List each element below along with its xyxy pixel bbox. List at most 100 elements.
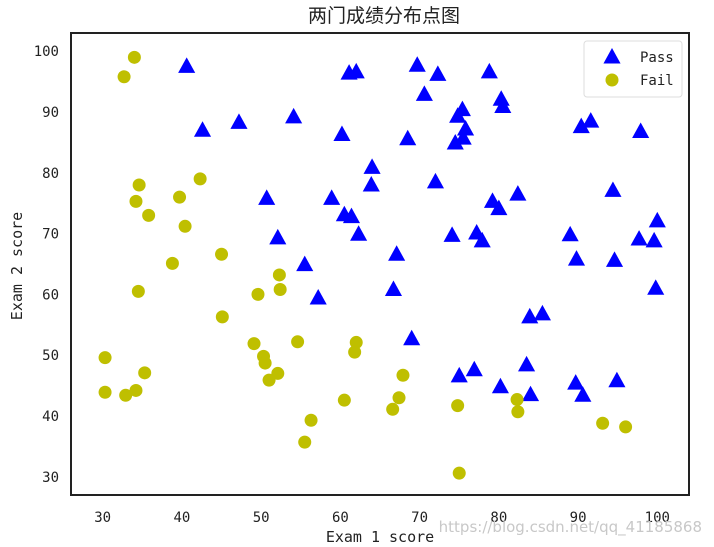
pass-triangle-marker (333, 125, 351, 141)
x-axis-label: Exam 1 score (326, 528, 434, 546)
legend-pass-marker (603, 48, 621, 64)
x-tick-label: 50 (253, 510, 270, 526)
pass-triangle-marker (363, 158, 381, 174)
fail-circle-marker (262, 373, 276, 387)
y-axis-ticks: 30 40 50 60 70 80 90 100 (34, 44, 59, 486)
pass-triangle-marker (521, 307, 539, 324)
fail-circle-marker (304, 413, 318, 427)
x-tick-label: 100 (645, 510, 670, 526)
pass-triangle-marker (494, 97, 512, 114)
pass-triangle-marker (384, 280, 403, 297)
pass-triangle-marker (429, 65, 447, 81)
pass-triangle-marker (491, 377, 509, 394)
pass-triangle-marker (465, 360, 483, 377)
fail-circle-marker (142, 208, 156, 222)
pass-triangle-marker (350, 225, 368, 241)
pass-triangle-marker (605, 251, 624, 267)
fail-circle-marker (178, 219, 192, 233)
pass-triangle-marker (561, 225, 579, 242)
pass-triangle-marker (521, 385, 540, 402)
fail-circle-marker (129, 194, 143, 208)
fail-circle-marker (511, 405, 525, 419)
data-points (98, 50, 666, 480)
fail-circle-marker (193, 172, 207, 186)
y-tick-label: 80 (42, 166, 59, 182)
x-tick-label: 90 (570, 510, 587, 526)
fail-circle-marker (247, 337, 261, 351)
fail-circle-marker (132, 178, 146, 192)
fail-circle-marker (298, 435, 312, 449)
pass-triangle-marker (258, 189, 276, 205)
y-tick-label: 70 (42, 227, 59, 243)
fail-circle-marker (173, 190, 187, 204)
y-tick-label: 50 (42, 348, 59, 364)
x-axis-ticks: 30 40 50 60 70 80 90 100 (94, 510, 670, 526)
x-tick-label: 70 (411, 510, 428, 526)
x-tick-label: 40 (173, 510, 190, 526)
pass-triangle-marker (408, 56, 426, 72)
pass-triangle-marker (309, 289, 327, 305)
pass-triangle-marker (608, 371, 626, 388)
fail-circle-marker (386, 402, 400, 416)
watermark-text: https://blog.csdn.net/qq_41185868 (439, 518, 702, 537)
pass-triangle-marker (567, 374, 585, 390)
fail-circle-marker (117, 70, 131, 84)
x-tick-label: 30 (94, 510, 111, 526)
fail-circle-marker (291, 335, 305, 349)
fail-circle-marker (258, 356, 272, 370)
fail-circle-marker (98, 351, 112, 365)
y-tick-label: 40 (42, 409, 59, 425)
fail-circle-marker (138, 366, 152, 380)
pass-triangle-marker (342, 207, 361, 224)
pass-triangle-marker (457, 120, 475, 136)
fail-circle-marker (273, 283, 287, 297)
pass-triangle-marker (480, 62, 498, 79)
y-tick-label: 30 (42, 470, 59, 486)
pass-triangle-marker (509, 185, 527, 201)
fail-circle-marker (619, 420, 633, 434)
fail-circle-marker (349, 335, 363, 349)
fail-circle-marker (127, 50, 141, 64)
pass-triangle-marker (572, 117, 590, 134)
pass-triangle-marker (399, 129, 417, 146)
fail-circle-marker (129, 383, 143, 397)
y-tick-label: 100 (34, 44, 59, 60)
fail-circle-marker (337, 393, 351, 407)
fail-circle-marker (348, 345, 362, 359)
fail-circle-marker (215, 310, 229, 324)
pass-triangle-marker (285, 107, 303, 124)
pass-triangle-marker (230, 113, 248, 129)
fail-circle-marker (452, 466, 466, 480)
pass-triangle-marker (645, 231, 663, 248)
chart-title: 两门成绩分布点图 (308, 5, 460, 27)
pass-triangle-marker (647, 279, 665, 295)
pass-triangle-marker (193, 121, 212, 137)
pass-triangle-marker (582, 112, 600, 128)
pass-triangle-marker (630, 230, 648, 246)
pass-triangle-marker (632, 122, 650, 138)
fail-circle-marker (272, 268, 286, 282)
pass-triangle-marker (362, 175, 380, 192)
fail-circle-marker (119, 388, 133, 402)
fail-circle-marker (392, 391, 406, 405)
fail-circle-marker (98, 385, 112, 399)
pass-triangle-marker (443, 226, 461, 242)
y-tick-label: 90 (42, 105, 59, 121)
fail-circle-marker (165, 256, 179, 270)
fail-circle-marker (396, 368, 410, 382)
pass-triangle-marker (323, 189, 341, 205)
pass-triangle-marker (450, 366, 468, 383)
y-tick-label: 60 (42, 287, 59, 303)
fail-circle-marker (215, 247, 229, 261)
pass-triangle-marker (178, 57, 196, 73)
fail-circle-marker (131, 284, 145, 298)
pass-triangle-marker (533, 304, 551, 321)
x-tick-label: 60 (332, 510, 349, 526)
pass-triangle-marker (446, 134, 464, 150)
legend-label-fail: Fail (640, 73, 674, 89)
pass-triangle-marker (490, 199, 508, 216)
legend: Pass Fail (583, 40, 683, 98)
pass-triangle-marker (574, 386, 592, 402)
y-axis-label: Exam 2 score (8, 212, 26, 320)
